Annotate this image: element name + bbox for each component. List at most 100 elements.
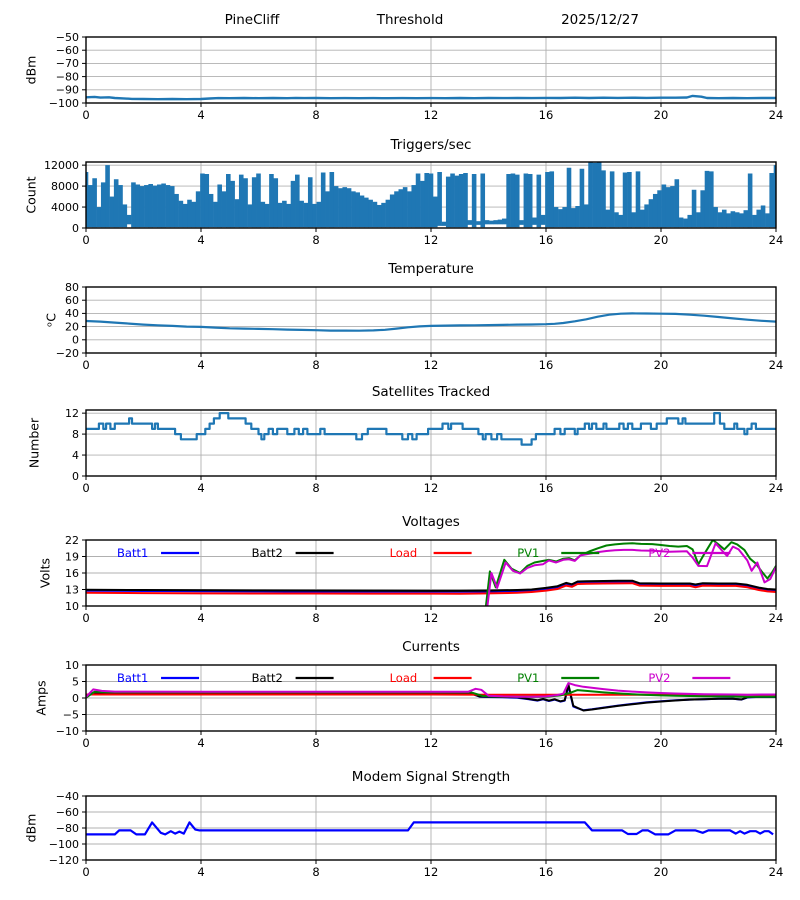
currents-xtick: 24	[769, 736, 784, 750]
triggers-ytick: 8000	[51, 180, 79, 193]
threshold-ytick: −100	[49, 97, 79, 110]
currents-xtick: 12	[424, 736, 439, 750]
temperature-xtick: 20	[654, 358, 669, 372]
series-load	[86, 582, 776, 595]
currents-xtick: 16	[539, 736, 554, 750]
currents-ytick: 10	[65, 659, 79, 672]
temperature-ytick: 0	[72, 334, 79, 347]
legend-pv2: PV2	[648, 546, 670, 560]
voltages-xtick: 4	[197, 611, 204, 625]
voltages-ytick: 16	[65, 567, 79, 580]
currents-xtick: 4	[197, 736, 204, 750]
series-threshold	[86, 94, 776, 101]
legend-load: Load	[390, 546, 418, 560]
voltages-plot: Batt1 Batt2 Load PV1 PV2 10 13 16 19 22 0 4 8 12 16 20 2…	[65, 534, 783, 625]
modem-title: Modem Signal Strength	[351, 769, 511, 785]
satellites-border	[85, 409, 777, 477]
legend-batt2: Batt2	[252, 671, 283, 685]
voltages-xtick: 24	[769, 611, 784, 625]
temperature-xtick: 16	[539, 358, 554, 372]
satellites-xtick: 24	[769, 481, 784, 495]
satellites-ytick: 12	[65, 407, 79, 420]
series-modem	[86, 821, 774, 836]
modem-ytick: −40	[56, 790, 79, 803]
currents-plot: Batt1 Batt2 Load PV1 PV2 −10 −5 0 5 10 0 4 8 12 16 20 24	[56, 659, 784, 750]
series-satellites	[86, 412, 776, 446]
legend-batt1: Batt1	[117, 546, 148, 560]
triggers-plot: 0 4000 8000 12000 0 4 8 12 16 20 24	[44, 159, 783, 247]
triggers-border	[85, 161, 777, 229]
satellites-xtick: 8	[312, 481, 319, 495]
legend-pv2: PV2	[648, 671, 670, 685]
satellites-title: Satellites Tracked	[371, 384, 491, 400]
voltages-ylabel: Volts	[37, 557, 53, 589]
currents-title: Currents	[402, 639, 460, 655]
series-batt2	[86, 579, 776, 592]
triggers-xtick: 16	[539, 233, 554, 247]
voltages-xtick: 0	[82, 611, 89, 625]
voltages-xtick: 16	[539, 611, 554, 625]
temperature-ytick: −20	[56, 347, 79, 360]
threshold-plot: −100−90−80−70−60−50 0 4 8 12 16 20 24	[49, 31, 784, 122]
satellites-ytick: 8	[72, 428, 79, 441]
satellites-plot: 0 4 8 12 0 4 8 12 16 20 24	[65, 407, 783, 495]
triggers-ytick: 0	[72, 222, 79, 235]
triggers-ytick: 12000	[44, 159, 79, 172]
modem-xtick: 16	[539, 865, 554, 879]
series-temperature	[86, 312, 776, 332]
station-name: PineCliff	[224, 12, 280, 28]
report-date: 2025/12/27	[561, 12, 639, 28]
triggers-xtick: 24	[769, 233, 784, 247]
threshold-ytick: −60	[56, 44, 79, 57]
voltages-border	[85, 539, 777, 607]
voltages-xtick: 8	[312, 611, 319, 625]
threshold-xtick: 12	[424, 108, 439, 122]
satellites-xtick: 12	[424, 481, 439, 495]
temperature-ytick: 60	[65, 294, 79, 307]
threshold-xtick: 0	[82, 108, 89, 122]
threshold-ylabel: dBm	[23, 55, 39, 85]
voltages-ytick: 22	[65, 534, 79, 547]
voltages-ytick: 13	[65, 583, 79, 596]
threshold-xtick: 8	[312, 108, 319, 122]
threshold-ytick: −90	[56, 84, 79, 97]
voltages-ytick: 19	[65, 550, 79, 563]
voltages-title: Voltages	[402, 514, 460, 530]
series-pv2	[86, 682, 776, 698]
currents-ylabel: Amps	[33, 680, 49, 716]
threshold-xtick: 20	[654, 108, 669, 122]
triggers-ylabel: Count	[23, 176, 39, 214]
modem-xtick: 20	[654, 865, 669, 879]
modem-xtick: 12	[424, 865, 439, 879]
modem-xtick: 24	[769, 865, 784, 879]
satellites-xtick: 0	[82, 481, 89, 495]
modem-xtick: 4	[197, 865, 204, 879]
threshold-ytick: −80	[56, 70, 79, 83]
modem-ytick: −120	[49, 854, 79, 867]
temperature-border	[85, 286, 777, 354]
triggers-xtick: 20	[654, 233, 669, 247]
triggers-title: Triggers/sec	[390, 137, 472, 153]
legend-batt2: Batt2	[252, 546, 283, 560]
temperature-xtick: 0	[82, 358, 89, 372]
voltages-xtick: 12	[424, 611, 439, 625]
currents-ytick: 0	[72, 692, 79, 705]
temperature-xtick: 12	[424, 358, 439, 372]
threshold-ytick: −50	[56, 31, 79, 44]
modem-xtick: 8	[312, 865, 319, 879]
temperature-ytick: 20	[65, 320, 79, 333]
threshold-title: Threshold	[376, 12, 444, 28]
temperature-xtick: 8	[312, 358, 319, 372]
triggers-xtick: 0	[82, 233, 89, 247]
legend-load: Load	[390, 671, 418, 685]
satellites-ytick: 0	[72, 470, 79, 483]
modem-plot: −120 −100 −80 −60 −40 0 4 8 12 16 20 24	[49, 790, 784, 879]
triggers-xtick: 4	[197, 233, 204, 247]
currents-xtick: 20	[654, 736, 669, 750]
modem-ylabel: dBm	[23, 813, 39, 843]
temperature-ylabel: ᵒC	[43, 313, 59, 327]
currents-ytick: 5	[72, 675, 79, 688]
